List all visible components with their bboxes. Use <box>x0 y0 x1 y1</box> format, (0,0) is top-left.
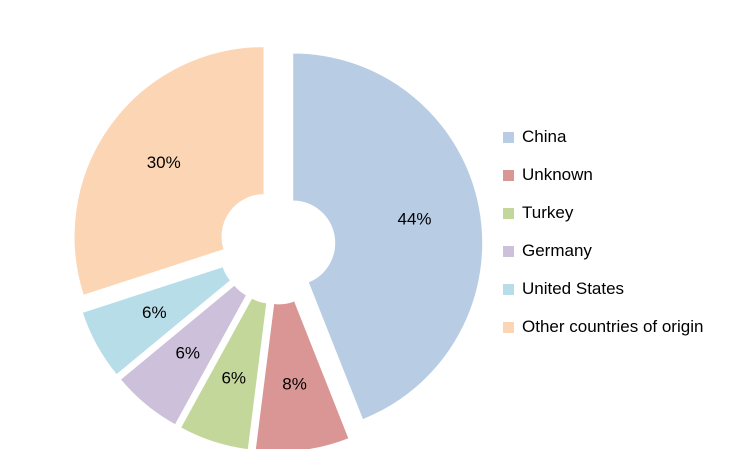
slice-china <box>292 52 484 421</box>
legend-item: United States <box>503 270 703 308</box>
legend-swatch <box>503 207 514 219</box>
legend-label: Other countries of origin <box>522 317 704 336</box>
legend: China Unknown Turkey Germany United States Ot… <box>503 118 703 346</box>
legend-swatch <box>503 245 514 257</box>
legend-label: United States <box>522 279 625 298</box>
legend-label: Turkey <box>522 203 574 222</box>
legend-swatch <box>503 131 514 143</box>
data-label: 44% <box>398 209 432 228</box>
legend-item: Germany <box>503 232 703 270</box>
legend-label: Germany <box>522 241 592 260</box>
data-label: 6% <box>221 369 246 388</box>
legend-item: Turkey <box>503 194 703 232</box>
legend-label: Unknown <box>522 165 593 184</box>
data-label: 6% <box>142 303 167 322</box>
slice-unknown <box>254 300 350 449</box>
slice-other-countries-of-origin <box>73 46 265 296</box>
legend-item: China <box>503 118 703 156</box>
legend-swatch <box>503 169 514 181</box>
slice-united-states <box>81 266 232 376</box>
legend-swatch <box>503 321 514 333</box>
slice-germany <box>119 284 248 426</box>
data-label: 30% <box>147 153 181 172</box>
legend-item: Unknown <box>503 156 703 194</box>
data-label: 6% <box>175 343 200 362</box>
legend-swatch <box>503 283 514 295</box>
data-label: 8% <box>282 374 307 393</box>
slice-turkey <box>179 297 268 449</box>
legend-item: Other countries of origin <box>503 308 703 346</box>
legend-label: China <box>522 127 567 146</box>
